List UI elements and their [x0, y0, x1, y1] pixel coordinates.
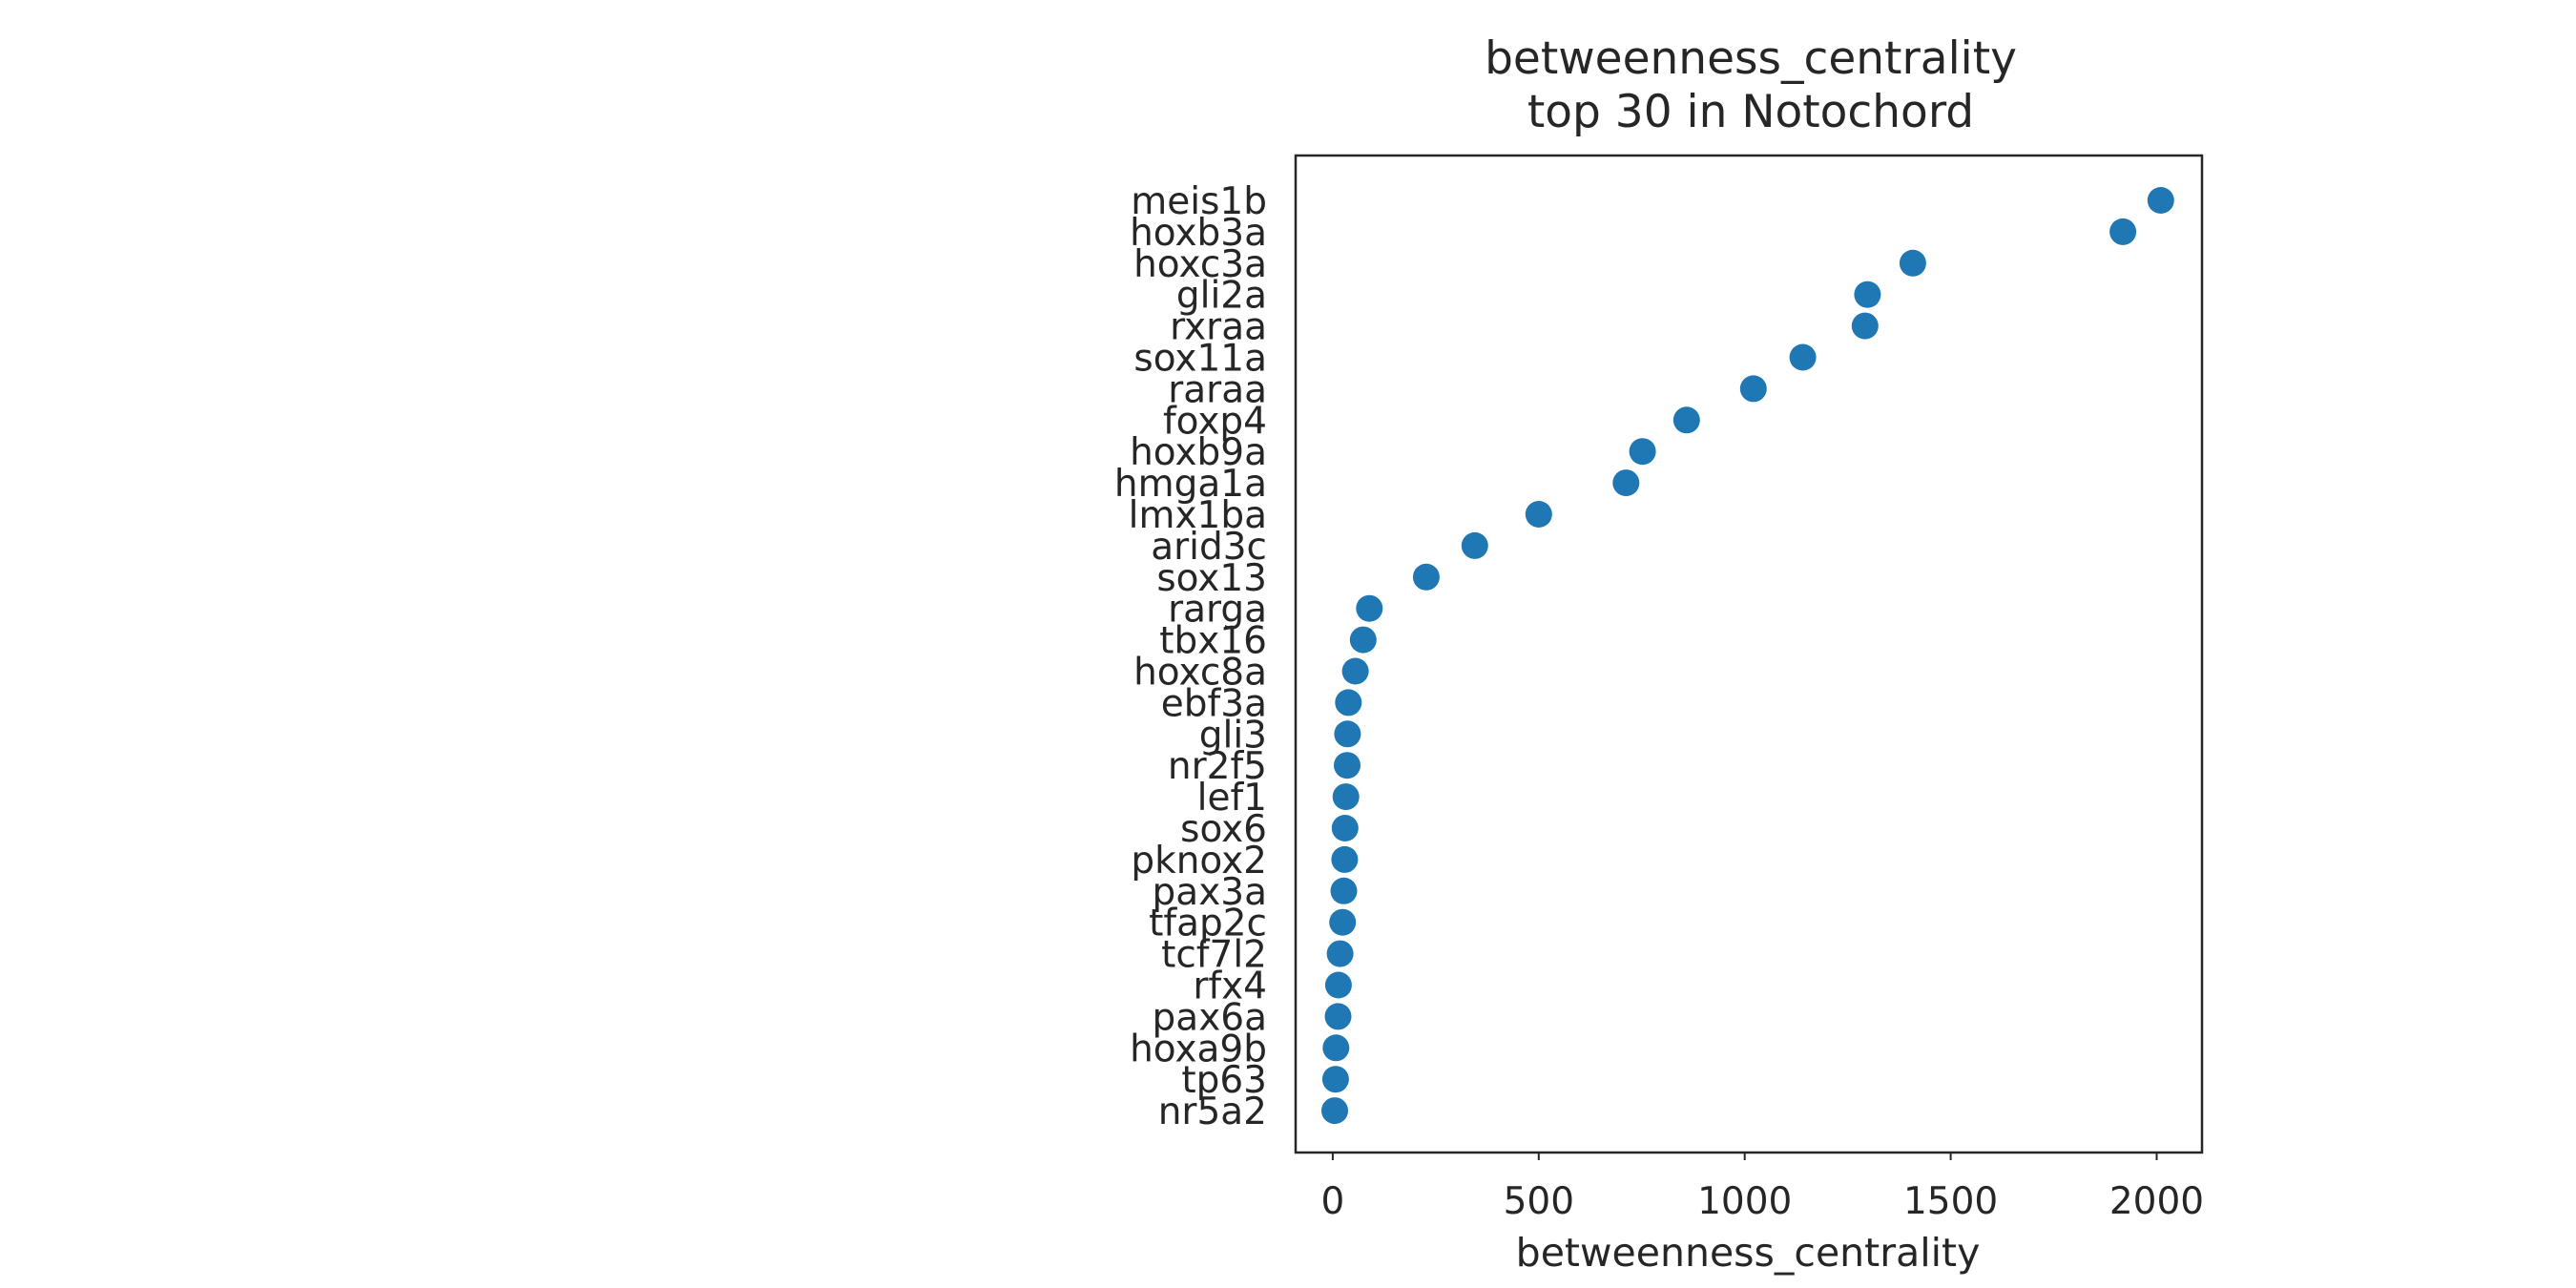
data-point-tcf7l2 [1326, 940, 1354, 967]
y-tick-label-pknox2: pknox2 [1131, 840, 1267, 883]
y-tick-label-foxp4: foxp4 [1163, 400, 1267, 443]
chart-title: betweenness_centrality [1485, 32, 2017, 85]
data-point-pax6a [1324, 1003, 1352, 1030]
y-tick-label-raraa: raraa [1168, 368, 1267, 411]
data-point-rxraa [1851, 312, 1879, 340]
data-point-tfap2c [1329, 908, 1357, 936]
data-point-arid3c [1461, 531, 1488, 559]
y-tick-label-sox13: sox13 [1156, 557, 1267, 600]
data-point-pknox2 [1331, 845, 1359, 873]
data-point-rarga [1356, 594, 1383, 622]
x-tick-label-1500: 1500 [1903, 1180, 1998, 1223]
y-tick-label-arid3c: arid3c [1151, 526, 1267, 569]
data-point-sox13 [1412, 563, 1440, 591]
y-tick-label-gli3: gli3 [1199, 714, 1267, 757]
x-tick-label-2000: 2000 [2109, 1180, 2204, 1223]
data-point-hoxb3a [2109, 218, 2137, 245]
chart-subtitle: top 30 in Notochord [1527, 86, 1975, 138]
y-tick-label-rfx4: rfx4 [1193, 966, 1267, 1008]
y-tick-label-rxraa: rxraa [1170, 306, 1267, 349]
y-tick-label-hoxb9a: hoxb9a [1130, 431, 1267, 474]
data-point-hoxc3a [1899, 249, 1926, 277]
data-points [1321, 187, 2174, 1125]
x-tick-label-1000: 1000 [1697, 1180, 1792, 1223]
data-point-hoxa9b [1322, 1034, 1350, 1062]
data-point-nr5a2 [1321, 1097, 1348, 1125]
y-tick-label-tbx16: tbx16 [1159, 620, 1267, 663]
x-axis-label: betweenness_centrality [1516, 1230, 1981, 1276]
y-tick-label-nr5a2: nr5a2 [1158, 1091, 1267, 1133]
y-tick-label-gli2a: gli2a [1176, 275, 1267, 318]
y-tick-label-tfap2c: tfap2c [1149, 903, 1267, 945]
y-axis-tick-labels: meis1bhoxb3ahoxc3agli2arxraasox11araraaf… [1114, 180, 1267, 1133]
data-point-hoxc8a [1341, 657, 1369, 685]
data-point-pax3a [1330, 877, 1358, 904]
data-point-tbx16 [1349, 626, 1377, 654]
data-point-meis1b [2147, 187, 2174, 214]
data-point-tp63 [1321, 1066, 1349, 1093]
y-tick-label-ebf3a: ebf3a [1161, 682, 1267, 725]
data-point-ebf3a [1335, 689, 1362, 717]
data-point-sox6 [1331, 815, 1359, 841]
data-point-foxp4 [1672, 406, 1700, 434]
y-tick-label-rarga: rarga [1168, 589, 1267, 632]
data-point-sox11a [1789, 343, 1817, 371]
y-tick-label-sox6: sox6 [1180, 808, 1267, 851]
y-tick-label-hoxb3a: hoxb3a [1130, 212, 1267, 255]
x-tick-label-0: 0 [1320, 1180, 1344, 1223]
y-tick-label-pax6a: pax6a [1153, 996, 1267, 1039]
y-tick-label-hoxa9b: hoxa9b [1130, 1028, 1267, 1070]
data-point-hoxb9a [1629, 438, 1656, 466]
data-point-raraa [1739, 375, 1767, 403]
data-point-gli3 [1334, 720, 1361, 748]
data-point-hmga1a [1612, 469, 1640, 497]
data-point-lef1 [1332, 783, 1360, 811]
x-axis-ticks: 0 500 1000 1500 2000 [1320, 1153, 2204, 1223]
plot-area [1294, 154, 2204, 1154]
y-tick-label-hoxc3a: hoxc3a [1133, 243, 1267, 286]
data-point-gli2a [1854, 280, 1881, 308]
y-tick-label-lmx1ba: lmx1ba [1129, 494, 1267, 537]
x-tick-label-500: 500 [1504, 1180, 1574, 1223]
y-tick-label-hoxc8a: hoxc8a [1133, 652, 1267, 695]
y-tick-label-tcf7l2: tcf7l2 [1161, 934, 1267, 977]
data-point-rfx4 [1324, 971, 1352, 999]
y-tick-label-nr2f5: nr2f5 [1168, 745, 1267, 788]
y-tick-label-sox11a: sox11a [1133, 338, 1267, 381]
y-tick-label-lef1: lef1 [1197, 777, 1267, 820]
axes-frame [1294, 154, 2204, 1154]
y-tick-label-meis1b: meis1b [1131, 180, 1267, 223]
data-point-lmx1ba [1525, 501, 1552, 528]
y-tick-label-tp63: tp63 [1181, 1059, 1267, 1102]
y-tick-label-hmga1a: hmga1a [1114, 463, 1267, 506]
data-point-nr2f5 [1334, 752, 1361, 779]
y-tick-label-pax3a: pax3a [1153, 871, 1267, 914]
